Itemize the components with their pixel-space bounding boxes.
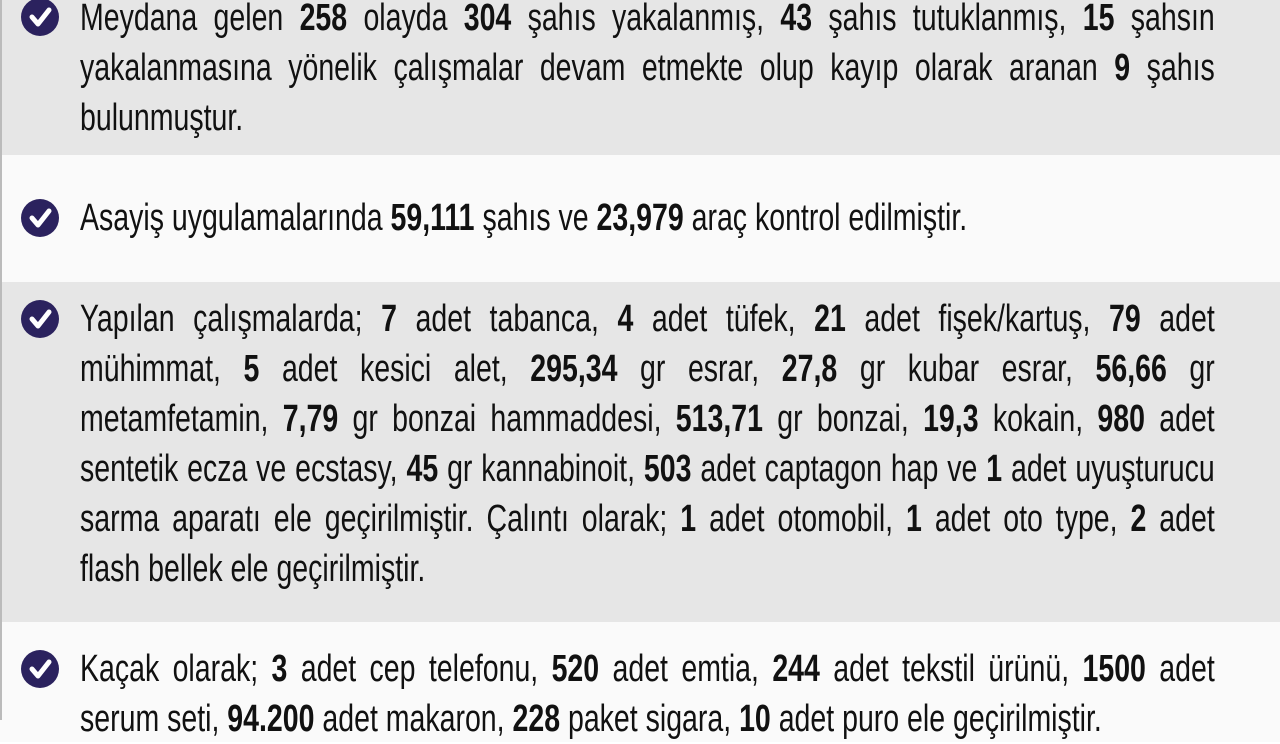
text-segment: adet cep telefonu, [287,648,552,690]
highlight-number: 56,66 [1095,348,1167,390]
info-section [0,282,1280,622]
text-segment: adet otomobil, [696,498,907,540]
highlight-number: 295,34 [530,348,618,390]
check-circle-icon [21,650,59,688]
highlight-number: 513,71 [675,398,763,440]
text-segment: paket sigara, [560,698,740,740]
highlight-number: 304 [463,0,512,39]
text-segment: Meydana gelen [80,0,300,39]
text-segment: yakalanmasına yönelik çalışmalar devam e… [80,47,1115,89]
text-segment: gr [1166,348,1215,390]
text-segment: şahıs yakalanmış, [511,0,781,39]
text-line: sarma aparatı ele geçirilmiştir. Çalıntı… [80,494,1215,544]
text-segment: serum seti, [80,698,228,740]
text-segment: sentetik ecza ve ecstasy, [80,448,407,490]
highlight-number: 79 [1109,298,1141,340]
text-segment: metamfetamin, [80,398,283,440]
text-segment: araç kontrol edilmiştir. [683,197,968,239]
text-segment: gr kannabinoit, [438,448,644,490]
highlight-number: 5 [243,348,260,390]
text-segment: adet uyuşturucu [1002,448,1215,490]
highlight-number: 1 [986,448,1003,490]
check-circle-icon [21,199,59,237]
border [0,0,2,720]
text-segment: gr bonzai hammaddesi, [338,398,676,440]
text-segment: gr esrar, [617,348,782,390]
highlight-number: 9 [1114,47,1131,89]
highlight-number: 23,979 [596,197,684,239]
text-segment: gr bonzai, [762,398,924,440]
highlight-number: 7,79 [282,398,339,440]
text-segment: adet tekstil ürünü, [819,648,1083,690]
text-segment: adet [1144,398,1215,440]
text-segment: adet [1146,498,1215,540]
highlight-number: 520 [551,648,600,690]
text-segment: olayda [347,0,464,39]
highlight-number: 19,3 [923,398,979,440]
text-segment: adet tüfek, [633,298,815,340]
text-line: yakalanmasına yönelik çalışmalar devam e… [80,43,1215,93]
text-segment: sarma aparatı ele geçirilmiştir. Çalıntı… [80,498,681,540]
text-segment: adet [1140,298,1215,340]
highlight-number: 503 [643,448,692,490]
text-line: Kaçak olarak; 3 adet cep telefonu, 520 a… [80,644,1215,694]
text-line: mühimmat, 5 adet kesici alet, 295,34 gr … [80,344,1215,394]
highlight-number: 27,8 [781,348,838,390]
text-segment: şahsın [1114,0,1215,39]
highlight-number: 1 [680,498,697,540]
check-circle-icon [21,300,59,338]
text-segment: şahıs [1130,47,1215,89]
text-segment: şahıs tutuklanmış, [812,0,1083,39]
highlight-number: 244 [772,648,820,690]
text-segment: Asayiş uygulamalarında [80,197,391,239]
text-line: bulunmuştur. [80,93,1215,143]
text-line: Meydana gelen 258 olayda 304 şahıs yakal… [80,0,1215,43]
highlight-number: 43 [780,0,813,39]
info-section [0,0,1280,155]
text-segment: adet emtia, [599,648,773,690]
highlight-number: 45 [406,448,439,490]
text-segment: bulunmuştur. [80,97,244,139]
text-segment: gr kubar esrar, [837,348,1096,390]
text-segment: adet kesici alet, [259,348,531,390]
text-line: serum seti, 94.200 adet makaron, 228 pak… [80,694,1215,744]
highlight-number: 1500 [1082,648,1146,690]
check-circle-icon [21,0,59,36]
text-segment: adet fişek/kartuş, [845,298,1110,340]
highlight-number: 258 [299,0,348,39]
highlight-number: 4 [617,298,634,340]
highlight-number: 980 [1097,398,1145,440]
text-segment: adet captagon hap ve [691,448,987,490]
text-segment: şahıs ve [474,197,597,239]
text-line: sentetik ecza ve ecstasy, 45 gr kannabin… [80,444,1215,494]
highlight-number: 3 [271,648,288,690]
text-segment: adet tabanca, [396,298,618,340]
highlight-number: 94.200 [227,698,315,740]
info-section [0,155,1280,282]
text-segment: adet puro ele geçirilmiştir. [770,698,1102,740]
highlight-number: 1 [906,498,922,540]
text-line: flash bellek ele geçirilmiştir. [80,544,1215,594]
text-segment: Kaçak olarak; [80,648,272,690]
highlight-number: 10 [739,698,771,740]
highlight-number: 15 [1082,0,1115,39]
text-line: metamfetamin, 7,79 gr bonzai hammaddesi,… [80,394,1215,444]
highlight-number: 59,111 [390,197,475,239]
text-segment: mühimmat, [80,348,244,390]
highlight-number: 2 [1130,498,1147,540]
highlight-number: 228 [512,698,561,740]
text-segment: Yapılan çalışmalarda; [80,298,382,340]
highlight-number: 7 [381,298,397,340]
text-segment: flash bellek ele geçirilmiştir. [80,548,426,590]
text-line: Yapılan çalışmalarda; 7 adet tabanca, 4 … [80,294,1215,344]
text-segment: kokain, [978,398,1098,440]
text-segment: adet [1145,648,1215,690]
highlight-number: 21 [814,298,846,340]
text-line: Asayiş uygulamalarında 59,111 şahıs ve 2… [80,193,1215,243]
text-segment: adet makaron, [314,698,513,740]
text-segment: adet oto type, [921,498,1131,540]
